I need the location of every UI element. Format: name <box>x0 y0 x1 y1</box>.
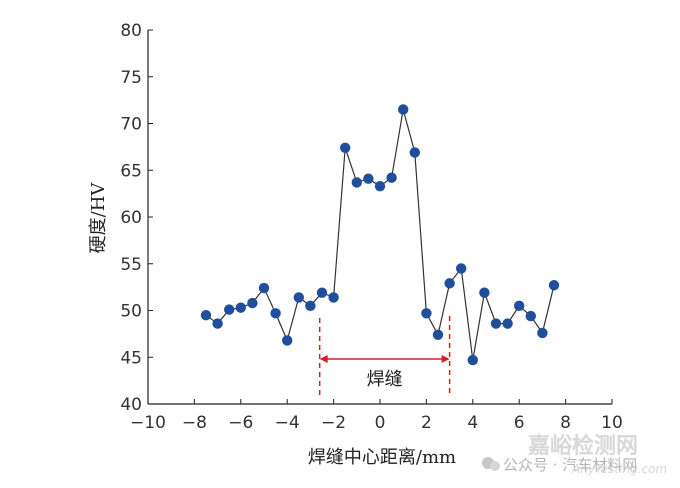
data-point <box>421 308 432 319</box>
data-point <box>305 300 316 312</box>
data-point <box>444 278 455 289</box>
x-tick-label: −4 <box>275 413 300 433</box>
arrowhead-left <box>319 355 328 363</box>
y-tick-label: 80 <box>120 21 142 41</box>
data-point <box>537 327 548 339</box>
x-tick-label: 2 <box>421 413 432 433</box>
data-point <box>363 173 374 184</box>
y-tick-label: 45 <box>120 348 142 368</box>
wechat-icon-bubble <box>490 461 500 471</box>
data-point <box>409 147 420 158</box>
data-point <box>432 329 444 341</box>
y-axis-title: 硬度/HV <box>88 182 109 254</box>
y-tick-label: 50 <box>120 302 142 322</box>
data-point <box>525 310 536 322</box>
data-point <box>212 318 223 329</box>
data-point <box>490 318 502 329</box>
data-point <box>386 172 397 183</box>
watermark: 公众号 · 汽车材料网 嘉峪检测网 AnyTesting.com <box>482 433 667 476</box>
data-point <box>502 318 513 329</box>
data-point <box>374 180 386 192</box>
data-point <box>247 297 258 309</box>
x-tick-label: −10 <box>130 413 166 433</box>
hardness-series <box>200 104 560 366</box>
data-point <box>200 309 212 321</box>
x-tick-label: −8 <box>182 413 207 433</box>
x-tick-label: 8 <box>560 413 571 433</box>
data-point <box>398 104 409 115</box>
y-tick-label: 60 <box>120 208 142 228</box>
data-point <box>548 280 560 291</box>
x-tick-label: 4 <box>467 413 478 433</box>
arrowhead-right <box>441 355 450 363</box>
data-point <box>293 292 304 303</box>
watermark-domain: AnyTesting.com <box>571 462 667 476</box>
data-point <box>282 335 293 346</box>
weld-label: 焊缝 <box>367 369 403 390</box>
data-point <box>316 287 328 298</box>
data-point <box>479 287 490 298</box>
y-tick-label: 40 <box>120 395 142 415</box>
x-axis-title: 焊缝中心距离/mm <box>308 447 456 468</box>
weld-zone-annotation: 焊缝 <box>318 316 451 396</box>
y-tick-label: 55 <box>120 255 142 275</box>
data-point <box>328 292 339 303</box>
data-point <box>467 354 478 366</box>
y-tick-label: 65 <box>120 161 142 181</box>
data-point <box>456 263 467 274</box>
data-point <box>270 308 281 319</box>
y-tick-label: 70 <box>120 115 142 135</box>
x-tick-label: 10 <box>601 413 623 433</box>
data-point <box>514 300 525 312</box>
data-point <box>258 282 270 294</box>
axes: −10 −8 −6 −4 −2 0 2 4 6 8 10 40 45 50 55 60 65 70 75 80 <box>120 21 622 433</box>
y-tick-label: 75 <box>120 68 142 88</box>
x-tick-label: 0 <box>375 413 386 433</box>
watermark-brand: 嘉峪检测网 <box>528 433 638 459</box>
data-point <box>340 142 351 154</box>
data-point <box>351 177 362 188</box>
series-line <box>205 109 555 361</box>
data-point <box>224 304 235 315</box>
x-tick-label: 6 <box>514 413 525 433</box>
data-point <box>235 302 246 313</box>
x-tick-label: −2 <box>321 413 346 433</box>
watermark-account: 公众号 · 汽车材料网 <box>503 456 637 474</box>
x-tick-label: −6 <box>228 413 253 433</box>
